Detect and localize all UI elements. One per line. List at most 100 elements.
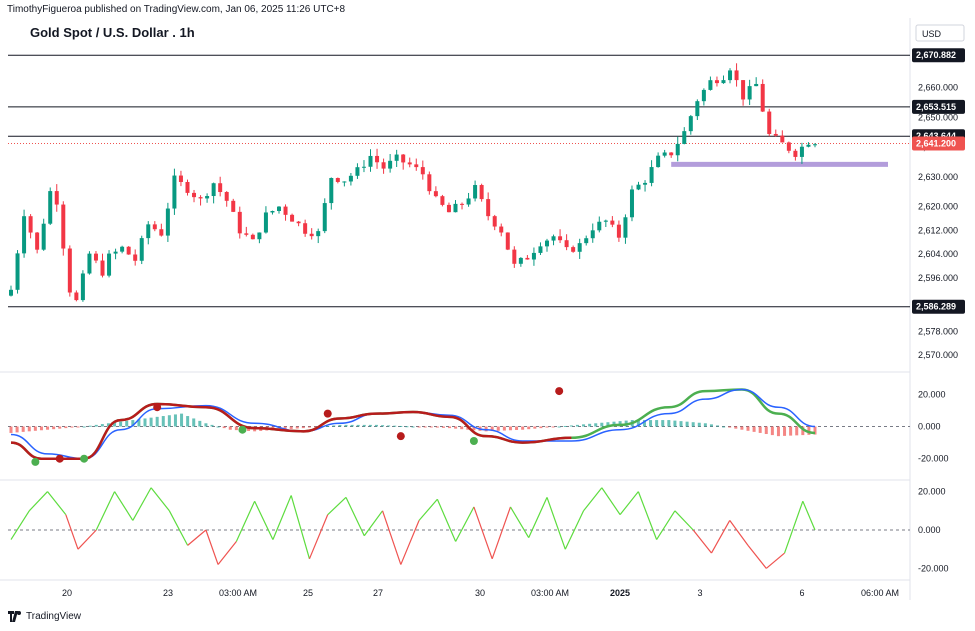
- candle-body-up: [368, 155, 373, 167]
- histogram-bar-down: [521, 426, 525, 430]
- candle-body-down: [133, 254, 138, 261]
- momentum-segment-negative: [747, 544, 767, 569]
- level-price-tag: [912, 299, 965, 314]
- histogram-bar-up: [119, 421, 123, 427]
- oscillator-tick-label: -20.000: [918, 454, 949, 464]
- oscillator-cross-marker: [238, 425, 247, 434]
- histogram-bar-up: [186, 416, 190, 427]
- candle-body-down: [446, 204, 451, 213]
- histogram-bar-up: [143, 418, 147, 427]
- candle-body-up: [518, 257, 523, 264]
- candle-body-down: [414, 164, 419, 168]
- candle-body-down: [440, 196, 445, 205]
- publisher-line: TimothyFigueroa published on TradingView…: [7, 4, 346, 15]
- candle-body-down: [54, 191, 59, 205]
- histogram-bar-up: [198, 420, 202, 427]
- histogram-bar-down: [70, 426, 74, 428]
- momentum-segment-positive: [674, 510, 694, 531]
- momentum-segment-negative: [473, 506, 493, 559]
- time-tick-label: 2025: [610, 588, 630, 598]
- price-tick-label: 2,660.000: [918, 83, 958, 93]
- momentum-segment-negative: [65, 514, 79, 550]
- candle-body-down: [93, 253, 98, 261]
- candle-body-down: [35, 232, 40, 250]
- time-tick-label: 30: [475, 588, 485, 598]
- candle-body-down: [714, 80, 719, 84]
- histogram-bar-up: [332, 425, 336, 427]
- candle-body-up: [728, 70, 733, 81]
- histogram-bar-up: [600, 422, 604, 427]
- candle-body-up: [80, 273, 85, 301]
- candle-body-down: [486, 199, 491, 217]
- level-price-label: 2,643.644: [916, 131, 956, 141]
- histogram-bar-up: [691, 422, 695, 427]
- time-tick-label: 03:00 AM: [219, 588, 257, 598]
- histogram-bar-down: [764, 426, 768, 435]
- last-price-label: 2,641.200: [916, 138, 956, 148]
- candle-body-up: [649, 167, 654, 183]
- histogram-bar-up: [204, 423, 208, 427]
- histogram-bar-up: [88, 425, 92, 427]
- candle-body-up: [322, 203, 327, 232]
- histogram-bar-down: [27, 426, 31, 432]
- candle-body-up: [551, 236, 556, 241]
- momentum-segment-positive: [783, 501, 804, 554]
- momentum-segment-positive: [528, 497, 548, 538]
- level-price-label: 2,586.289: [916, 302, 956, 312]
- momentum-segment-negative: [205, 529, 219, 565]
- histogram-bar-down: [460, 426, 464, 430]
- histogram-bar-down: [490, 426, 494, 432]
- histogram-bar-down: [295, 426, 299, 429]
- histogram-bar-up: [722, 426, 726, 428]
- histogram-bar-down: [746, 426, 750, 431]
- histogram-bar-up: [344, 424, 348, 427]
- histogram-bar-down: [515, 426, 519, 430]
- candle-body-down: [558, 236, 563, 241]
- candle-body-down: [734, 70, 739, 81]
- momentum-segment-positive: [619, 491, 639, 516]
- histogram-bar-down: [58, 426, 62, 429]
- histogram-bar-up: [411, 426, 415, 428]
- histogram-bar-down: [734, 426, 738, 429]
- histogram-bar-up: [356, 424, 360, 427]
- price-tick-label: 2,620.000: [918, 201, 958, 211]
- histogram-bar-up: [106, 423, 110, 427]
- candle-body-up: [146, 224, 151, 239]
- candle-body-up: [629, 189, 634, 218]
- histogram-bar-down: [39, 426, 43, 431]
- momentum-segment-negative: [217, 541, 237, 565]
- candle-body-down: [780, 135, 785, 143]
- histogram-bar-up: [82, 426, 86, 428]
- candle-body-up: [205, 196, 210, 199]
- time-tick-label: 3: [697, 588, 702, 598]
- histogram-bar-down: [728, 426, 732, 428]
- histogram-bar-down: [539, 426, 543, 429]
- histogram-bar-up: [661, 420, 665, 427]
- candle-body-up: [139, 238, 144, 261]
- candle-body-down: [303, 223, 308, 234]
- price-tick-label: 2,650.000: [918, 112, 958, 122]
- oscillator-cross-marker: [153, 403, 162, 412]
- candle-body-down: [616, 224, 621, 238]
- time-tick-label: 27: [373, 588, 383, 598]
- candle-body-down: [669, 152, 674, 156]
- candle-body-up: [682, 131, 687, 144]
- histogram-bar-up: [399, 425, 403, 427]
- momentum-segment-negative: [400, 520, 420, 565]
- histogram-bar-up: [100, 424, 104, 427]
- candle-body-up: [656, 155, 661, 168]
- momentum-tick-label: -20.000: [918, 563, 949, 573]
- candle-body-up: [270, 210, 275, 213]
- momentum-segment-positive: [656, 510, 676, 540]
- candle-body-down: [420, 167, 425, 175]
- histogram-bar-up: [381, 425, 385, 427]
- candle-body-down: [375, 155, 380, 163]
- price-tick-label: 2,578.000: [918, 326, 958, 336]
- histogram-bar-up: [405, 426, 409, 428]
- candle-body-up: [473, 185, 478, 199]
- candle-body-up: [87, 253, 92, 274]
- candle-body-down: [381, 162, 386, 169]
- histogram-bar-up: [350, 424, 354, 427]
